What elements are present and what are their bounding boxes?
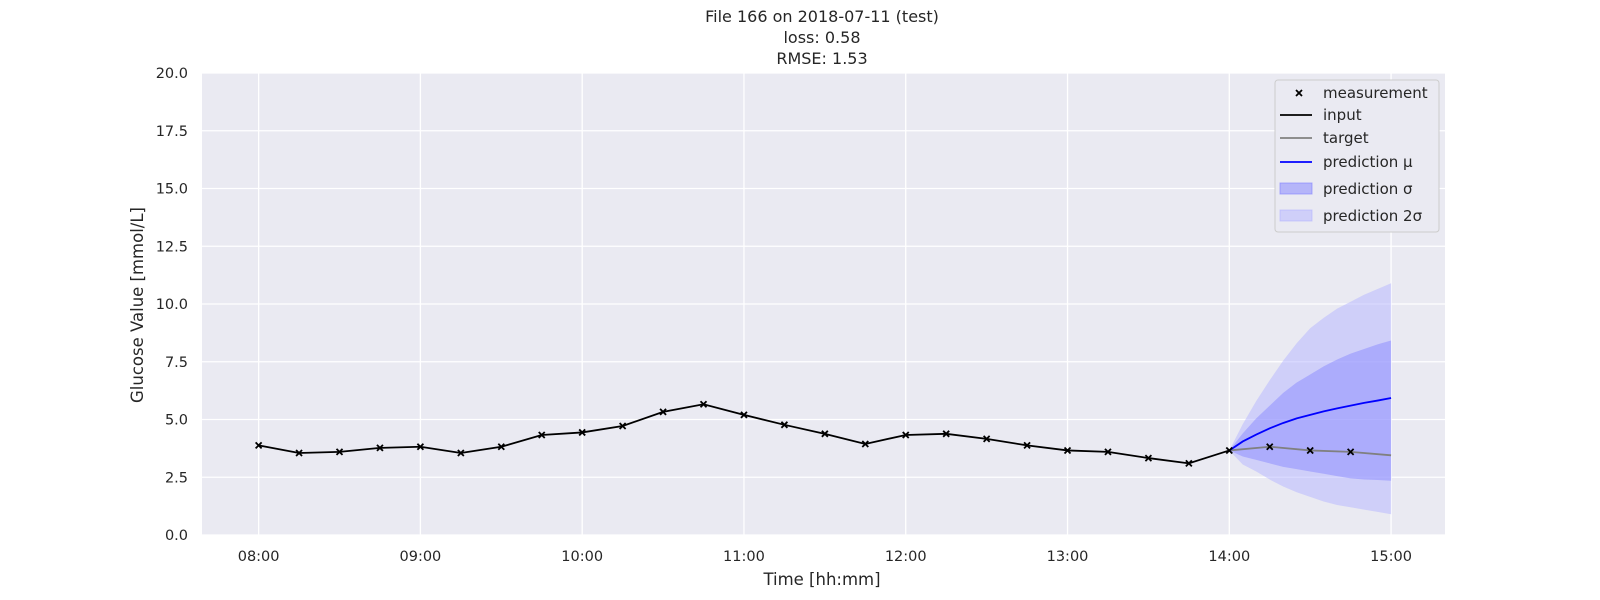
measurement-point xyxy=(821,430,829,438)
measurement-point xyxy=(659,408,667,416)
x-tick-label: 13:00 xyxy=(1047,549,1089,565)
chart-title: File 166 on 2018-07-11 (test) loss: 0.58… xyxy=(705,7,939,68)
measurement-point xyxy=(1063,446,1072,455)
measurement-markers xyxy=(254,400,1355,468)
x-tick-label: 10:00 xyxy=(561,549,603,565)
y-tick-labels: 0.0 2.5 5.0 7.5 10.0 12.5 15.0 17.5 20.0 xyxy=(156,66,188,544)
x-tick-label: 09:00 xyxy=(400,549,442,565)
measurement-point xyxy=(1185,459,1193,468)
measurement-point xyxy=(1225,446,1233,455)
prediction-2sigma-band xyxy=(1229,283,1392,515)
x-tick-label: 14:00 xyxy=(1208,549,1250,565)
y-tick-label: 2.5 xyxy=(165,470,188,486)
measurement-point xyxy=(1346,448,1355,456)
measurement-point xyxy=(254,441,263,450)
measurement-point xyxy=(780,421,789,429)
measurement-point xyxy=(1144,454,1153,462)
measurement-point xyxy=(376,444,384,452)
y-tick-label: 5.0 xyxy=(165,413,188,429)
measurement-point xyxy=(1306,446,1314,455)
y-tick-label: 20.0 xyxy=(156,66,188,82)
legend-prediction-2sigma-swatch xyxy=(1279,209,1313,222)
x-axis-label: Time [hh:mm] xyxy=(762,570,880,589)
measurement-point xyxy=(1023,441,1031,450)
measurement-point xyxy=(295,449,303,457)
legend-input-label: input xyxy=(1323,106,1362,124)
y-tick-label: 17.5 xyxy=(156,124,188,140)
measurement-point xyxy=(497,443,505,451)
measurement-point xyxy=(861,440,869,448)
y-tick-label: 12.5 xyxy=(156,239,188,255)
title-line-2: loss: 0.58 xyxy=(783,28,860,47)
legend-prediction-mu-label: prediction μ xyxy=(1323,153,1413,171)
legend-target-label: target xyxy=(1323,129,1369,147)
measurement-point xyxy=(618,422,627,430)
measurement-point xyxy=(942,430,950,438)
measurement-point xyxy=(699,400,708,408)
legend-prediction-2sigma-label: prediction 2σ xyxy=(1323,207,1423,225)
y-tick-label: 15.0 xyxy=(156,182,188,198)
measurement-point xyxy=(1104,448,1112,456)
x-tick-labels: 08:00 09:00 10:00 11:00 12:00 13:00 14:00 15:00 xyxy=(238,549,1412,565)
x-tick-label: 15:00 xyxy=(1370,549,1412,565)
legend-prediction-sigma-label: prediction σ xyxy=(1323,180,1413,198)
title-line-1: File 166 on 2018-07-11 (test) xyxy=(705,7,939,26)
legend: measurement input target prediction μ pr… xyxy=(1274,79,1440,233)
legend-prediction-sigma-swatch xyxy=(1279,182,1313,195)
legend-measurement-marker xyxy=(1295,89,1303,97)
x-tick-label: 11:00 xyxy=(723,549,765,565)
measurement-point xyxy=(538,431,546,439)
legend-measurement-label: measurement xyxy=(1323,84,1428,102)
measurement-point xyxy=(457,449,465,457)
measurement-point xyxy=(740,411,748,419)
prediction-mu-line xyxy=(1228,397,1392,452)
measurement-point xyxy=(902,431,910,439)
grid xyxy=(202,72,1445,536)
prediction-2sigma-area xyxy=(1229,283,1392,515)
y-tick-label: 0.0 xyxy=(165,528,188,544)
measurement-point xyxy=(1266,443,1274,451)
measurement-point xyxy=(416,443,425,451)
y-tick-label: 10.0 xyxy=(156,297,188,313)
measurement-point xyxy=(335,448,344,456)
measurement-point xyxy=(578,428,586,437)
x-tick-label: 08:00 xyxy=(238,549,280,565)
measurement-point xyxy=(982,435,991,443)
legend-frame xyxy=(1274,79,1440,233)
title-line-3: RMSE: 1.53 xyxy=(776,49,867,68)
y-tick-label: 7.5 xyxy=(165,355,188,371)
x-tick-label: 12:00 xyxy=(885,549,927,565)
y-axis-label: Glucose Value [mmol/L] xyxy=(128,207,147,403)
